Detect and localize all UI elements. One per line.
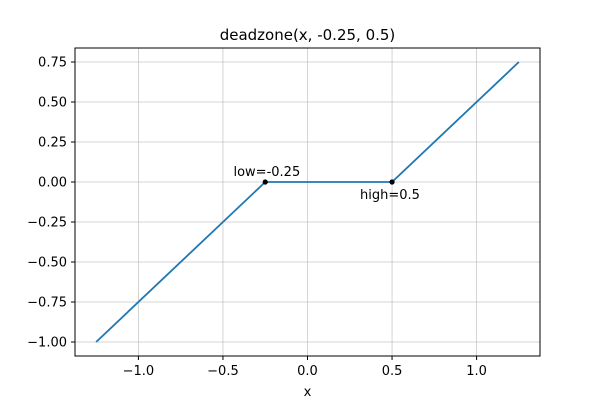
y-tick-label: 0.50 (38, 96, 67, 111)
x-tick-label: 0.5 (382, 364, 403, 379)
x-axis-title: x (304, 385, 312, 400)
x-tick-label: 0.0 (297, 364, 318, 379)
x-tick-label: −0.5 (207, 364, 239, 379)
threshold-point (389, 179, 395, 185)
x-axis-ticks: −1.0 −0.5 0.0 0.5 1.0 (123, 356, 487, 379)
y-tick-label: 0.75 (38, 56, 67, 71)
threshold-label: low=-0.25 (233, 165, 300, 180)
y-tick-label: −0.50 (27, 256, 67, 271)
x-tick-label: 1.0 (466, 364, 487, 379)
y-tick-label: −0.75 (27, 296, 67, 311)
threshold-label: high=0.5 (360, 188, 420, 203)
y-axis-ticks: −1.00 −0.75 −0.50 −0.25 0.00 0.25 0.50 0.75 (27, 56, 75, 351)
series-layer (95, 61, 520, 343)
y-tick-label: 0.00 (38, 176, 67, 191)
y-tick-label: −1.00 (27, 336, 67, 351)
x-tick-label: −1.0 (123, 364, 155, 379)
y-tick-label: −0.25 (27, 216, 67, 231)
grid (75, 48, 540, 356)
series-line (95, 61, 520, 343)
chart-title: deadzone(x, -0.25, 0.5) (220, 26, 396, 44)
threshold-point (262, 179, 268, 185)
marker-layer: low=-0.25 high=0.5 (233, 165, 419, 203)
y-tick-label: 0.25 (38, 136, 67, 151)
